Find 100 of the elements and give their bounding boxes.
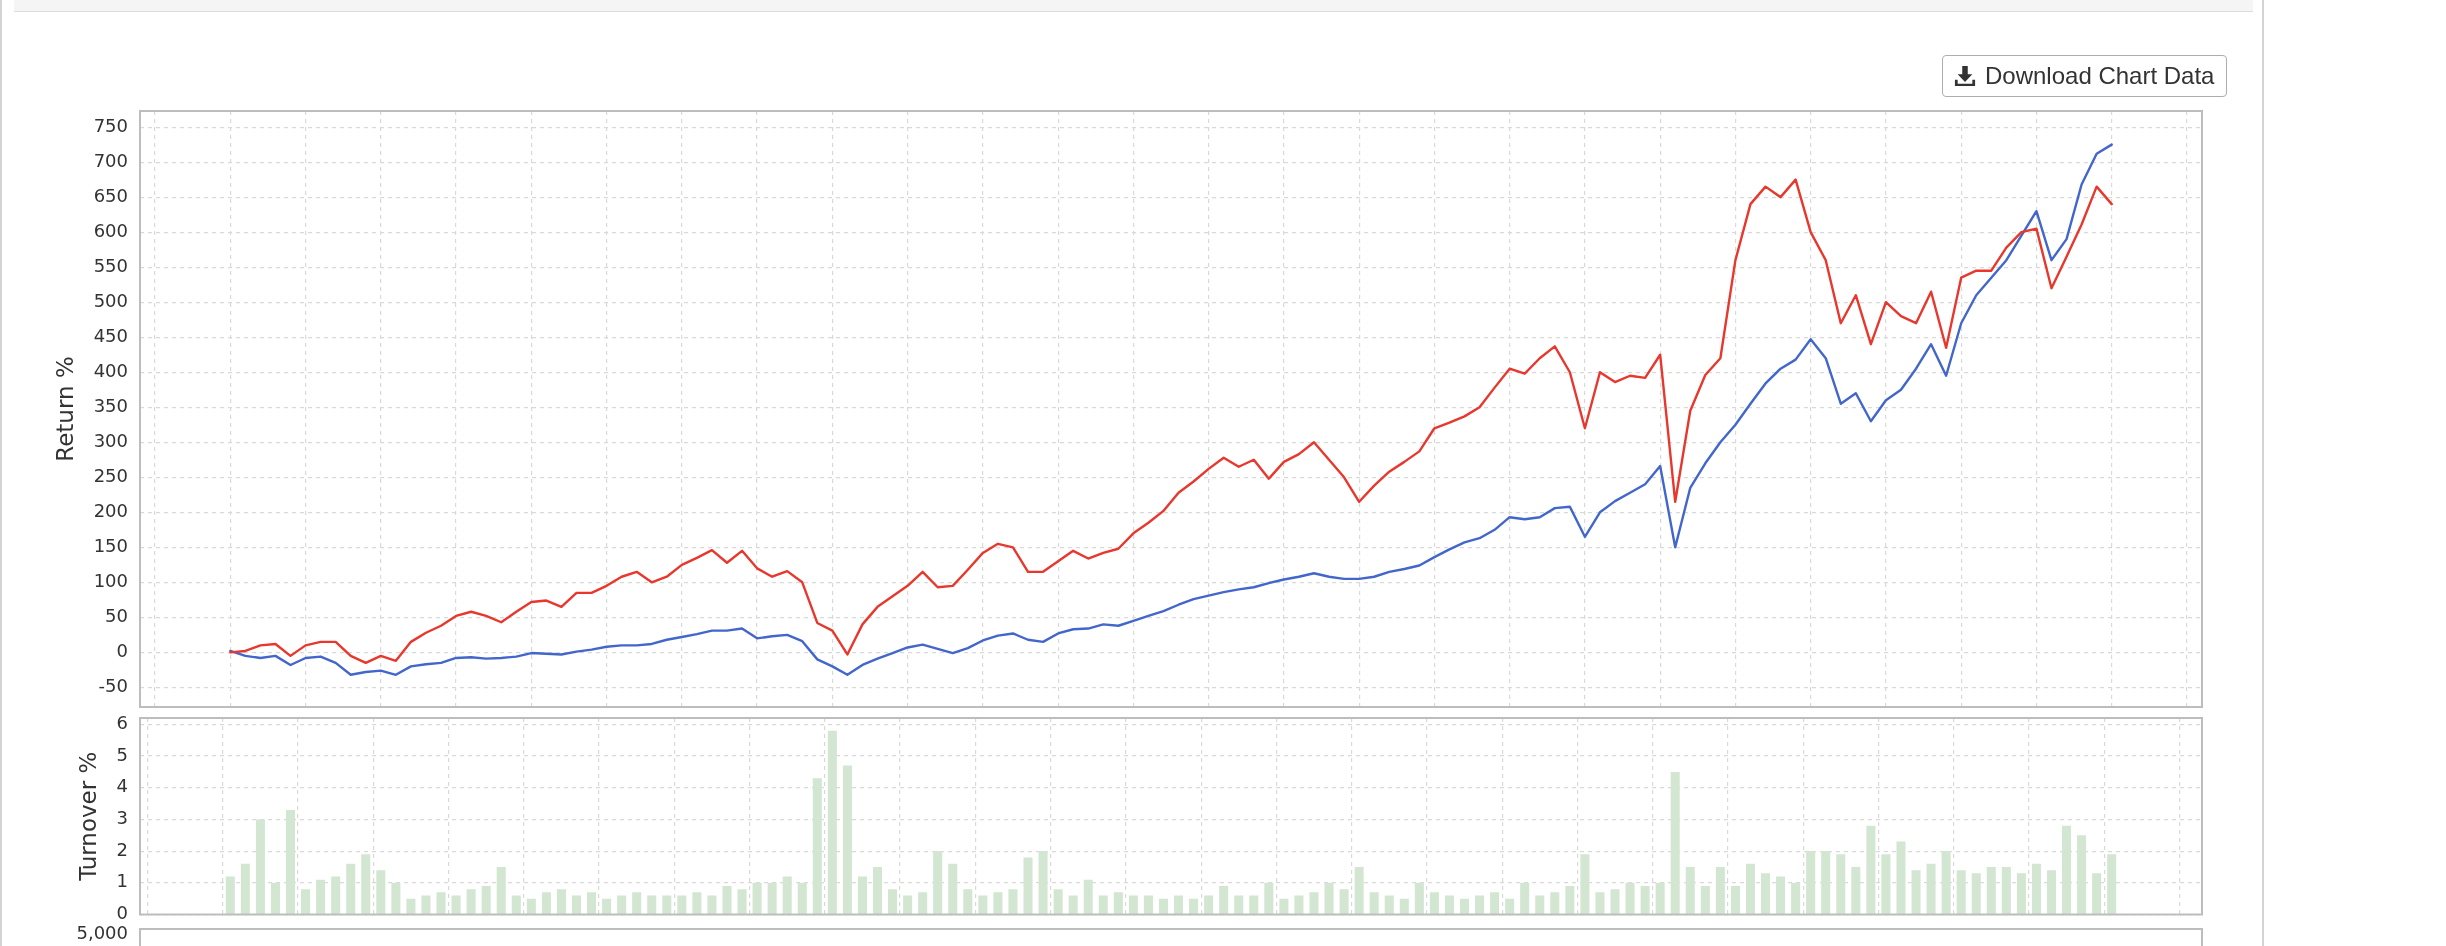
bar	[1685, 866, 1695, 914]
bar	[1851, 866, 1861, 914]
bar	[918, 892, 928, 914]
bar	[662, 895, 672, 914]
bar	[1414, 882, 1424, 914]
bar	[466, 889, 476, 914]
y-tick-label: 550	[93, 254, 128, 276]
bar	[481, 885, 491, 914]
bar	[963, 889, 973, 914]
y-tick-label: 750	[93, 114, 128, 136]
bar	[1806, 851, 1816, 914]
bar	[316, 879, 326, 914]
bar	[978, 895, 988, 914]
bar	[1113, 892, 1123, 914]
y-tick-label: 250	[93, 464, 128, 486]
bar	[1189, 898, 1199, 914]
bar	[2107, 854, 2117, 914]
bar	[888, 889, 898, 914]
bar	[677, 895, 687, 914]
bar	[1219, 885, 1229, 914]
bar	[1309, 892, 1319, 914]
bar	[1234, 895, 1244, 914]
y-tick-label: 4	[116, 775, 128, 797]
bar	[782, 876, 792, 914]
bar	[2062, 825, 2072, 914]
bar	[541, 892, 551, 914]
y-tick-label: 450	[93, 324, 128, 346]
y-tick-label: 650	[93, 184, 128, 206]
bar	[1971, 873, 1981, 914]
bar	[903, 895, 913, 914]
bar	[1550, 892, 1560, 914]
bar	[1459, 898, 1470, 914]
bar	[1610, 889, 1620, 914]
bar	[1158, 898, 1168, 914]
bar	[1836, 854, 1846, 914]
bar	[526, 898, 536, 914]
bar	[1490, 892, 1500, 914]
bar	[1655, 882, 1665, 914]
bar	[421, 895, 431, 914]
bar	[1204, 895, 1214, 914]
y-axis-title: Turnover %	[74, 751, 101, 882]
bar	[225, 876, 235, 914]
y-axis-title: Return %	[51, 356, 78, 462]
y-tick-label: 1	[116, 870, 128, 892]
bar	[1294, 895, 1304, 914]
bar	[1249, 895, 1259, 914]
bar	[1565, 885, 1575, 914]
bar	[1505, 898, 1515, 914]
text: 5,000	[76, 921, 128, 943]
bar	[1911, 870, 1921, 914]
bar	[376, 870, 386, 914]
bar	[511, 895, 521, 914]
bar	[1986, 866, 1996, 914]
bar	[1625, 882, 1635, 914]
bar	[1429, 892, 1439, 914]
bar	[1640, 885, 1650, 914]
bar	[587, 892, 597, 914]
bar	[1956, 870, 1966, 914]
y-tick-label: 600	[93, 219, 128, 241]
bar	[1444, 895, 1454, 914]
y-tick-label: 5	[116, 743, 128, 765]
bar	[1083, 879, 1093, 914]
y-tick-label: 3	[116, 807, 128, 829]
bar	[1384, 895, 1394, 914]
bar	[1926, 863, 1936, 914]
y-tick-label: 300	[93, 429, 128, 451]
bar	[1520, 882, 1530, 914]
bar	[270, 882, 280, 914]
bar	[812, 778, 822, 914]
bar	[707, 895, 717, 914]
bar	[1881, 854, 1891, 914]
bar	[346, 863, 356, 914]
bar	[1369, 892, 1379, 914]
bar	[556, 889, 566, 914]
bar	[692, 892, 702, 914]
bar	[2077, 835, 2087, 914]
bar	[767, 882, 777, 914]
bar	[1595, 892, 1605, 914]
bar	[406, 898, 416, 914]
bar	[948, 863, 958, 914]
bar	[1339, 889, 1349, 914]
bar	[842, 765, 852, 914]
y-tick-label: 100	[93, 570, 128, 592]
bar	[1580, 854, 1590, 914]
bar	[1700, 885, 1710, 914]
bar	[933, 851, 943, 914]
bar	[1821, 851, 1831, 914]
bar	[737, 889, 747, 914]
bar	[722, 885, 732, 914]
bar	[1098, 895, 1108, 914]
y-tick-label: 350	[93, 394, 128, 416]
bar	[2001, 866, 2011, 914]
bar	[647, 895, 657, 914]
bar	[1264, 882, 1274, 914]
bar	[331, 876, 341, 914]
bar	[993, 892, 1003, 914]
bar	[632, 892, 642, 914]
y-tick-label: 0	[116, 640, 128, 662]
bar	[240, 863, 250, 914]
bar	[1791, 882, 1801, 914]
